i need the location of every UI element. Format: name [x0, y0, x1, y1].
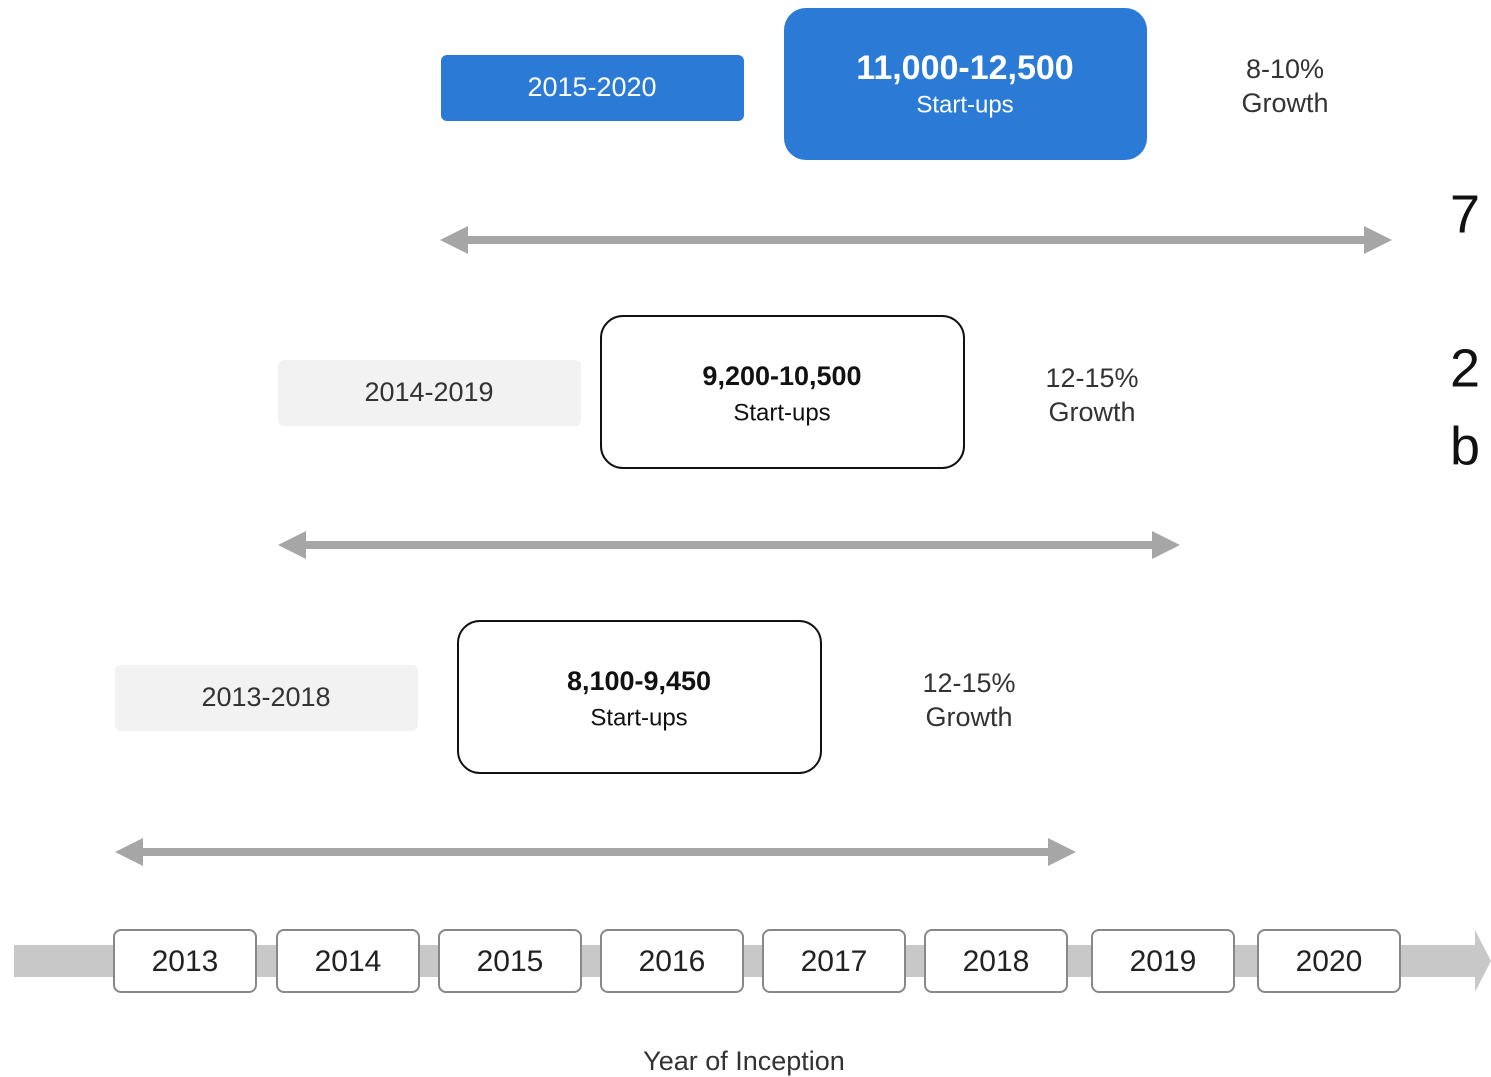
period-box [441, 55, 744, 121]
count-box [600, 315, 965, 469]
year-box [276, 929, 420, 993]
period-label: 2013-2018 [201, 682, 330, 712]
count-value: 8,100-9,450 [567, 666, 711, 696]
period-box [278, 360, 581, 426]
count-unit: Start-ups [733, 399, 830, 426]
growth-value: 8-10% [1246, 54, 1324, 84]
growth-label: Growth [925, 702, 1012, 732]
year-box [600, 929, 744, 993]
year-label: 2019 [1130, 945, 1197, 978]
count-box [784, 8, 1147, 160]
year-box [1257, 929, 1401, 993]
clipped-edge-text: b [1450, 416, 1480, 476]
period-arrow [278, 531, 1180, 559]
year-label: 2018 [963, 945, 1030, 978]
count-value: 11,000-12,500 [856, 49, 1073, 87]
year-box [1091, 929, 1235, 993]
year-label: 2016 [639, 945, 706, 978]
year-box [113, 929, 257, 993]
period-arrow [440, 226, 1392, 254]
count-unit: Start-ups [916, 91, 1013, 118]
axis-label: Year of Inception [643, 1046, 845, 1076]
period-arrow [115, 838, 1076, 866]
clipped-edge-text: 2 [1450, 338, 1480, 398]
year-box [762, 929, 906, 993]
count-value: 9,200-10,500 [702, 361, 861, 391]
clipped-edge-text: 7 [1450, 184, 1480, 244]
year-label: 2015 [477, 945, 544, 978]
count-unit: Start-ups [590, 704, 687, 731]
year-label: 2014 [315, 945, 382, 978]
year-box [438, 929, 582, 993]
period-label: 2015-2020 [527, 72, 656, 102]
year-label: 2017 [801, 945, 868, 978]
count-box [457, 620, 822, 774]
period-box [115, 665, 418, 731]
period-label: 2014-2019 [364, 377, 493, 407]
growth-value: 12-15% [922, 668, 1015, 698]
growth-label: Growth [1048, 397, 1135, 427]
year-label: 2013 [152, 945, 219, 978]
year-box [924, 929, 1068, 993]
year-label: 2020 [1296, 945, 1363, 978]
growth-value: 12-15% [1045, 363, 1138, 393]
growth-label: Growth [1241, 88, 1328, 118]
